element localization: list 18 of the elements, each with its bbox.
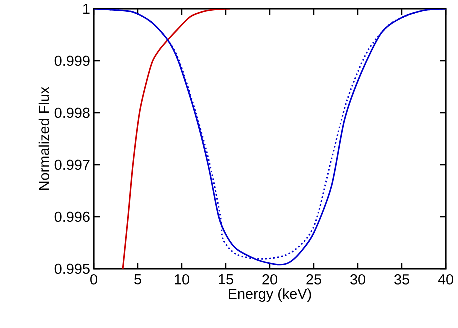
- x-axis-title: Energy (keV): [229, 288, 312, 302]
- y-tick-label: 0.995: [54, 264, 90, 274]
- x-tick-label: 15: [219, 274, 234, 285]
- y-tick-label: 0.998: [54, 108, 90, 118]
- y-tick-label: 1: [84, 4, 90, 14]
- x-tick-label: 30: [350, 274, 366, 285]
- y-axis-title: Normalized Flux: [38, 86, 50, 190]
- x-tick-label: 25: [306, 274, 322, 285]
- x-tick-label: 5: [134, 274, 142, 285]
- y-tick-label: 0.997: [54, 160, 90, 170]
- line-series: [122, 9, 232, 269]
- x-tick-label: 35: [394, 274, 410, 285]
- y-tick-label: 0.996: [54, 212, 90, 222]
- x-tick-label: 40: [438, 274, 454, 285]
- x-tick-label: 20: [262, 274, 278, 285]
- y-tick-label: 0.999: [54, 56, 90, 66]
- x-tick-label: 10: [175, 274, 190, 285]
- x-tick-label: 0: [90, 274, 98, 285]
